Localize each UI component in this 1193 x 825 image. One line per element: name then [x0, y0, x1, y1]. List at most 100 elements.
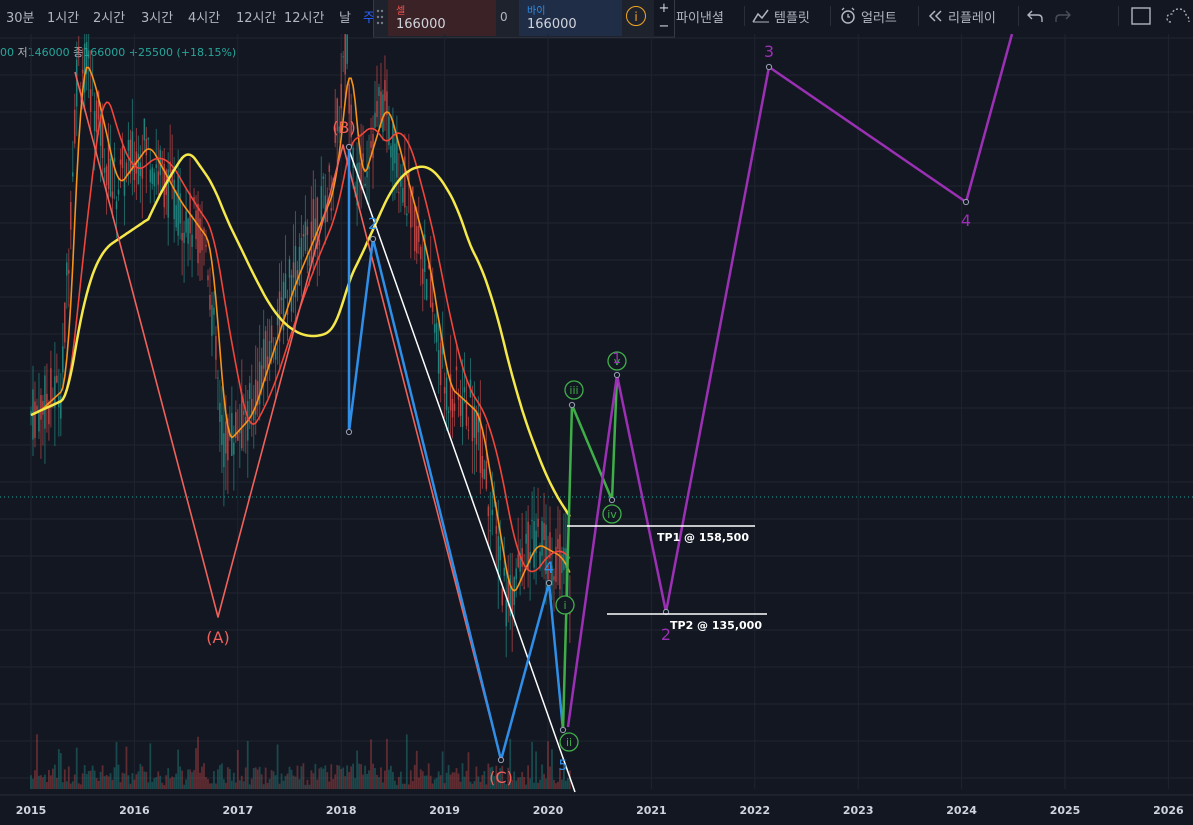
volume-bar [149, 743, 152, 789]
volume-bar [34, 770, 36, 789]
candle-body [443, 387, 446, 394]
volume-bar [67, 766, 70, 789]
wave-pivot [765, 63, 773, 71]
info-icon[interactable]: i [626, 6, 646, 26]
volume-bar [217, 769, 219, 789]
candle-body [557, 538, 559, 550]
buy-button[interactable]: 바이 166000 [519, 0, 622, 36]
drag-handle-icon[interactable] [376, 6, 384, 30]
timeframe-4h[interactable]: 4시간 [188, 11, 221, 26]
candle-body [374, 112, 376, 128]
volume-bar [429, 775, 432, 789]
volume-bar [95, 778, 98, 789]
candle-body [85, 42, 88, 74]
timeframe-6h[interactable]: 12시간 [236, 11, 277, 26]
sell-button[interactable]: 셀 166000 [388, 0, 496, 36]
volume-bar [465, 770, 468, 789]
volume-bar [183, 784, 186, 789]
candle-body [431, 302, 434, 313]
volume-bar [461, 763, 464, 789]
candle-body [215, 335, 217, 360]
volume-bar [85, 774, 88, 789]
volume-bar [163, 784, 166, 789]
financials-button[interactable]: 파이낸셜 [676, 5, 724, 27]
candle-body [242, 410, 245, 415]
candle-body [338, 126, 341, 133]
cloud-save-button[interactable] [1166, 5, 1190, 27]
decrease-button[interactable]: − [658, 19, 670, 34]
candle-body [34, 401, 36, 438]
candle-body [56, 375, 58, 383]
candle-body [276, 309, 279, 326]
candle-body [537, 518, 539, 527]
candle-body [292, 262, 295, 278]
volume-bar [537, 782, 539, 789]
alert-button[interactable]: 얼러트 [839, 5, 897, 27]
candle-body [99, 114, 102, 146]
timeframe-week[interactable]: 주 [363, 11, 375, 26]
candle-body [48, 401, 50, 425]
replay-button[interactable]: 리플레이 [928, 5, 996, 27]
volume-bar [157, 771, 160, 789]
templates-button[interactable]: 템플릿 [752, 5, 810, 27]
timeframe-2h[interactable]: 2시간 [93, 11, 126, 26]
x-tick-label: 2024 [946, 804, 977, 817]
target-levels: TP1 @ 158,500 TP2 @ 135,000 [567, 525, 767, 632]
candle-body [421, 268, 424, 284]
low-label: 저 [17, 46, 28, 59]
volume-bar [63, 769, 66, 789]
candle-body [525, 533, 527, 544]
volume-bar [109, 773, 112, 789]
fullscreen-button[interactable] [1131, 5, 1151, 27]
volume-bar [451, 772, 454, 789]
timeframe-30m[interactable]: 30분 [6, 11, 35, 26]
candle-body [555, 546, 557, 582]
x-tick-label: 2020 [533, 804, 564, 817]
timeframe-1h[interactable]: 1시간 [47, 11, 80, 26]
green-label-circle [555, 595, 575, 615]
candle-body [394, 143, 396, 164]
volume-bar [179, 766, 182, 789]
volume-bar [328, 781, 331, 789]
volume-bar [137, 771, 140, 789]
candle-body [306, 226, 309, 236]
volume-bar [234, 782, 237, 789]
candle-body [487, 506, 490, 517]
volume-bar [119, 782, 122, 789]
volume-bar [427, 763, 430, 789]
volume-bar [197, 736, 199, 789]
volume-bar [107, 776, 110, 789]
volume-bar [97, 780, 100, 789]
timeframe-day[interactable]: 날 [339, 11, 351, 26]
candle-body [211, 304, 213, 336]
volume-bar [397, 776, 400, 789]
volume-bar [332, 778, 335, 789]
volume-bar [417, 777, 420, 789]
volume-bar [390, 765, 392, 789]
volume-bar [541, 764, 543, 789]
x-tick-label: 2015 [16, 804, 47, 817]
x-tick-label: 2021 [636, 804, 667, 817]
timeframe-3h[interactable]: 3시간 [141, 11, 174, 26]
candle-body [322, 176, 325, 179]
redo-button[interactable] [1055, 5, 1071, 27]
increase-button[interactable]: + [658, 1, 670, 16]
volume-bar [509, 738, 512, 789]
undo-button[interactable] [1027, 5, 1043, 27]
volume-bar [473, 781, 476, 789]
candle-body [445, 377, 448, 411]
green-label-circle [607, 351, 627, 371]
timeframe-12h[interactable]: 12시간 [284, 11, 325, 26]
green-label-circle [564, 380, 584, 400]
candle-body [551, 565, 553, 586]
blue-label-5: 5 [559, 758, 568, 774]
candle-body [238, 430, 241, 434]
volume-bar [83, 765, 86, 789]
candle-body [233, 442, 235, 455]
candle-body [71, 172, 74, 177]
candle-body [240, 392, 243, 449]
volume-bar [314, 764, 317, 789]
wave-pivot [962, 198, 970, 206]
